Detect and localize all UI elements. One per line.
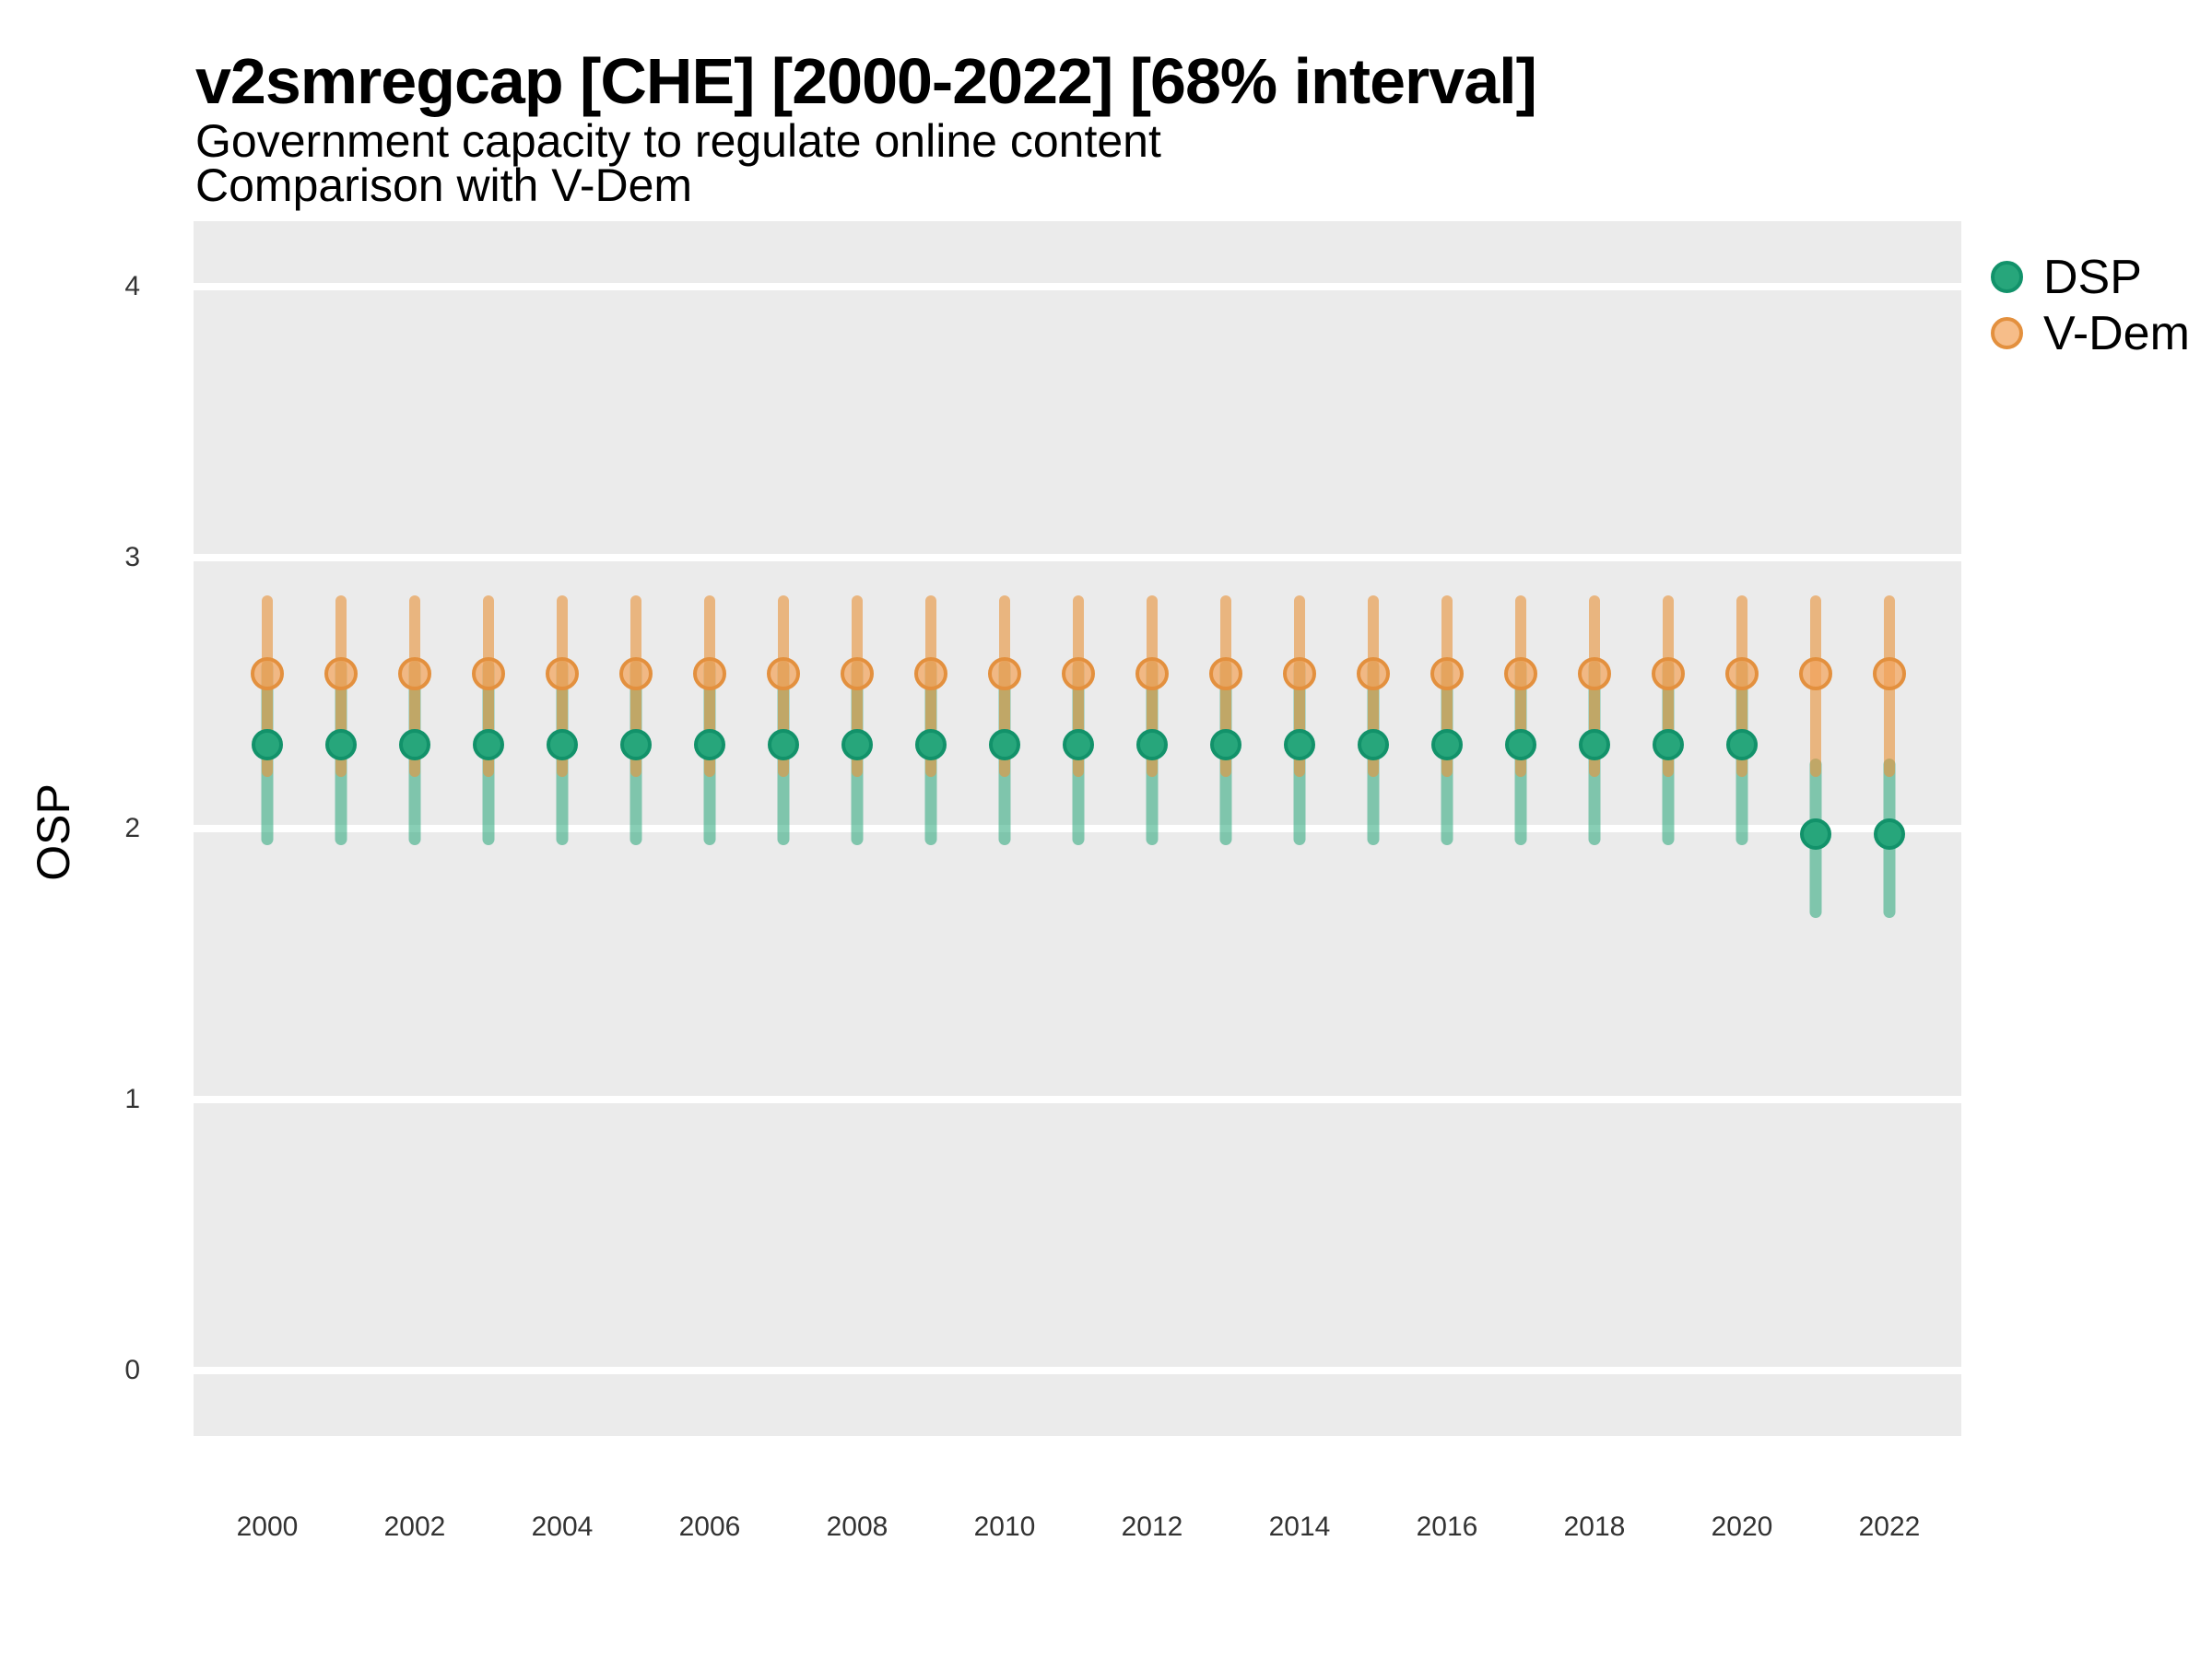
dsp-point [325, 728, 357, 760]
x-tick-label-2012: 2012 [1121, 1512, 1183, 1542]
dsp-point [1579, 728, 1610, 760]
x-tick-label-2018: 2018 [1563, 1512, 1626, 1542]
dsp-point [1653, 728, 1684, 760]
chart-subtitle-line2: Comparison with V-Dem [195, 159, 693, 211]
vdem-point [767, 657, 800, 691]
dsp-point-icon [1991, 261, 2023, 293]
dsp-point [1726, 728, 1758, 760]
dsp-point [915, 728, 947, 760]
major-gridline-y3 [194, 554, 1961, 561]
dsp-point [1210, 728, 1241, 760]
legend-item-vdem: V-Dem [1991, 305, 2190, 361]
vdem-point [1209, 657, 1242, 691]
y-tick-label-2: 2 [124, 813, 140, 843]
dsp-point [252, 728, 283, 760]
x-tick-label-2010: 2010 [973, 1512, 1036, 1542]
x-tick-label-2008: 2008 [826, 1512, 888, 1542]
x-tick-label-2014: 2014 [1268, 1512, 1331, 1542]
dsp-point [620, 728, 652, 760]
dsp-point [989, 728, 1020, 760]
x-tick-label-2004: 2004 [531, 1512, 594, 1542]
vdem-point [324, 657, 358, 691]
x-tick-label-2002: 2002 [383, 1512, 446, 1542]
vdem-point-icon [1991, 317, 2023, 349]
vdem-point [1430, 657, 1464, 691]
dsp-point [1505, 728, 1536, 760]
x-tick-label-2016: 2016 [1416, 1512, 1478, 1542]
major-gridline-y4 [194, 283, 1961, 290]
chart-subtitle-line1: Government capacity to regulate online c… [195, 115, 1161, 167]
vdem-point [398, 657, 431, 691]
vdem-point [251, 657, 284, 691]
chart-title: v2smregcap [CHE] [2000-2022] [68% interv… [195, 45, 1537, 117]
vdem-point [914, 657, 947, 691]
x-tick-label-2000: 2000 [236, 1512, 299, 1542]
vdem-point [1357, 657, 1390, 691]
vdem-point [472, 657, 505, 691]
vdem-point [1725, 657, 1759, 691]
vdem-point [1135, 657, 1169, 691]
major-gridline-y1 [194, 1096, 1961, 1103]
dsp-point [1136, 728, 1168, 760]
vdem-point [546, 657, 579, 691]
y-tick-label-4: 4 [124, 271, 140, 301]
vdem-point [1873, 657, 1906, 691]
dsp-point [1063, 728, 1094, 760]
dsp-point [768, 728, 799, 760]
y-tick-label-1: 1 [124, 1084, 140, 1114]
vdem-point [988, 657, 1021, 691]
dsp-point [1358, 728, 1389, 760]
vdem-point [1283, 657, 1316, 691]
legend-label-dsp: DSP [2043, 250, 2142, 304]
legend-item-dsp: DSP [1991, 249, 2190, 305]
dsp-point [1874, 818, 1905, 850]
legend: DSP V-Dem [1991, 249, 2190, 361]
vdem-point [1062, 657, 1095, 691]
vdem-point [1799, 657, 1832, 691]
dsp-point [1284, 728, 1315, 760]
vdem-point [1652, 657, 1685, 691]
dsp-point [1800, 818, 1831, 850]
dsp-point [694, 728, 725, 760]
vdem-point [1578, 657, 1611, 691]
x-tick-label-2022: 2022 [1858, 1512, 1921, 1542]
x-tick-label-2020: 2020 [1711, 1512, 1773, 1542]
dsp-point [841, 728, 873, 760]
y-tick-label-0: 0 [124, 1355, 140, 1385]
major-gridline-y0 [194, 1367, 1961, 1374]
vdem-point [619, 657, 653, 691]
x-tick-label-2006: 2006 [678, 1512, 741, 1542]
legend-label-vdem: V-Dem [2043, 306, 2190, 360]
dsp-point [399, 728, 430, 760]
vdem-point [693, 657, 726, 691]
vdem-point [1504, 657, 1537, 691]
vdem-point [841, 657, 874, 691]
dsp-point [1431, 728, 1463, 760]
y-tick-label-3: 3 [124, 542, 140, 572]
plot-panel [194, 221, 1961, 1436]
dsp-point [473, 728, 504, 760]
dsp-point [547, 728, 578, 760]
